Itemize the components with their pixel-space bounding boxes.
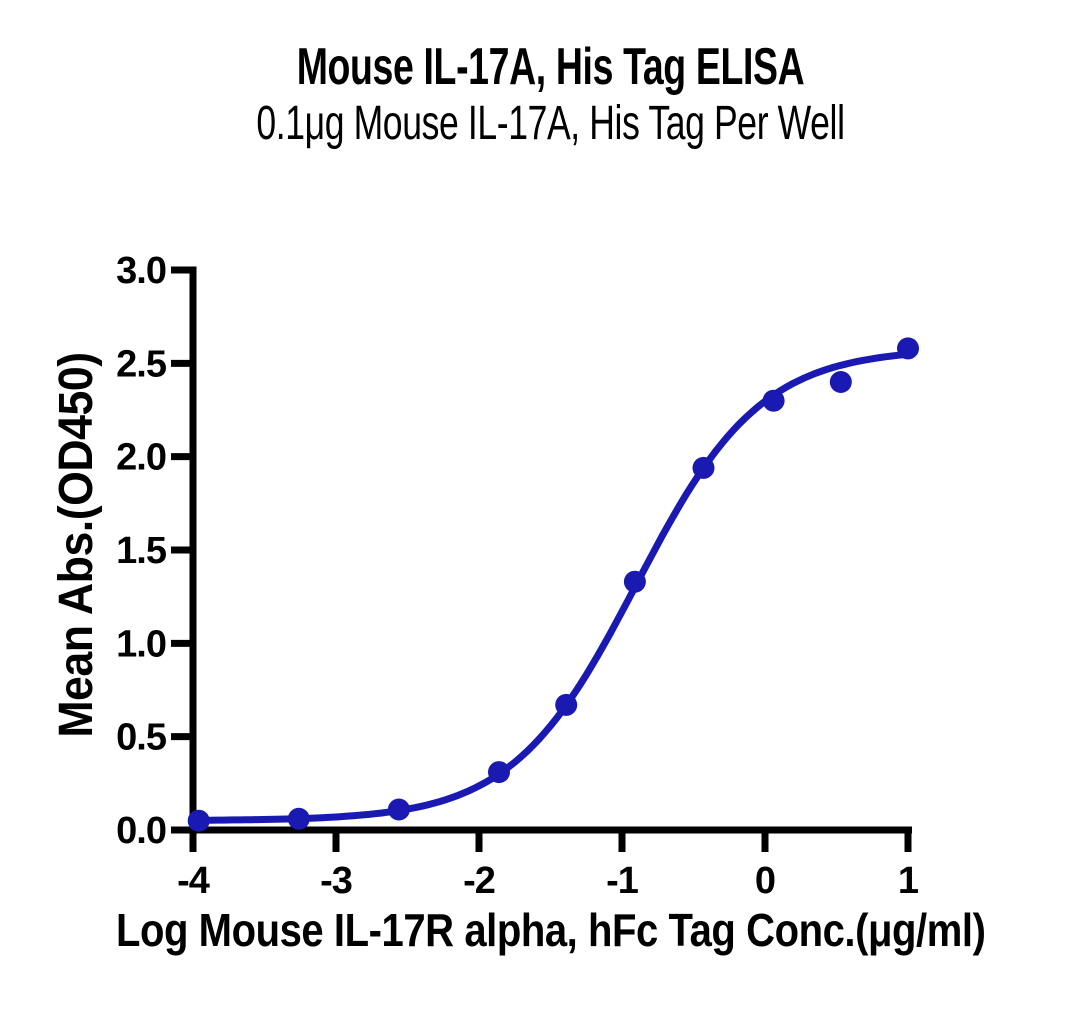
x-tick-label: -2: [463, 860, 495, 902]
data-point: [692, 456, 715, 479]
data-point: [287, 807, 310, 830]
x-tick-label: 1: [898, 860, 919, 902]
y-tick-label: 2.0: [116, 437, 166, 479]
chart-subtitle: 0.1μg Mouse IL-17A, His Tag Per Well: [256, 97, 845, 150]
x-tick-label: 0: [755, 860, 775, 902]
data-point: [387, 798, 410, 821]
x-axis-label: Log Mouse IL-17R alpha, hFc Tag Conc.(μg…: [115, 904, 986, 956]
y-tick-label: 0.0: [116, 810, 166, 852]
data-point: [555, 693, 578, 716]
data-point: [488, 761, 510, 784]
data-point: [762, 389, 785, 412]
x-tick-label: -4: [177, 860, 210, 902]
y-tick-label: 0.5: [116, 717, 167, 759]
data-point: [623, 570, 646, 593]
data-point: [187, 809, 210, 832]
x-tick-label: -1: [606, 860, 639, 902]
chart-title: Mouse IL-17A, His Tag ELISA: [296, 38, 805, 96]
x-tick-label: -3: [320, 860, 352, 902]
y-tick-label: 3.0: [116, 250, 166, 292]
data-point: [897, 337, 919, 360]
y-tick-label: 2.5: [116, 343, 167, 385]
data-point: [829, 371, 852, 393]
y-tick-label: 1.0: [116, 623, 166, 665]
y-tick-label: 1.5: [116, 530, 167, 572]
fit-curve: [195, 351, 908, 824]
